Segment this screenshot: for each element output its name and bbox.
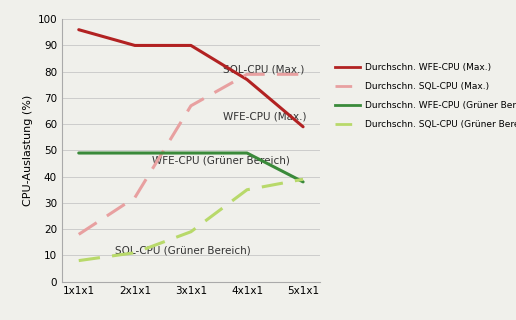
- Text: SQL-CPU (Max.): SQL-CPU (Max.): [223, 64, 305, 74]
- Text: WFE-CPU (Grüner Bereich): WFE-CPU (Grüner Bereich): [152, 156, 289, 166]
- Text: WFE-CPU (Max.): WFE-CPU (Max.): [223, 111, 307, 121]
- Legend: Durchschn. WFE-CPU (Max.), Durchschn. SQL-CPU (Max.), Durchschn. WFE-CPU (Grüner: Durchschn. WFE-CPU (Max.), Durchschn. SQ…: [335, 63, 516, 129]
- Text: SQL-CPU (Grüner Bereich): SQL-CPU (Grüner Bereich): [115, 245, 251, 255]
- Y-axis label: CPU-Auslastung (%): CPU-Auslastung (%): [23, 95, 33, 206]
